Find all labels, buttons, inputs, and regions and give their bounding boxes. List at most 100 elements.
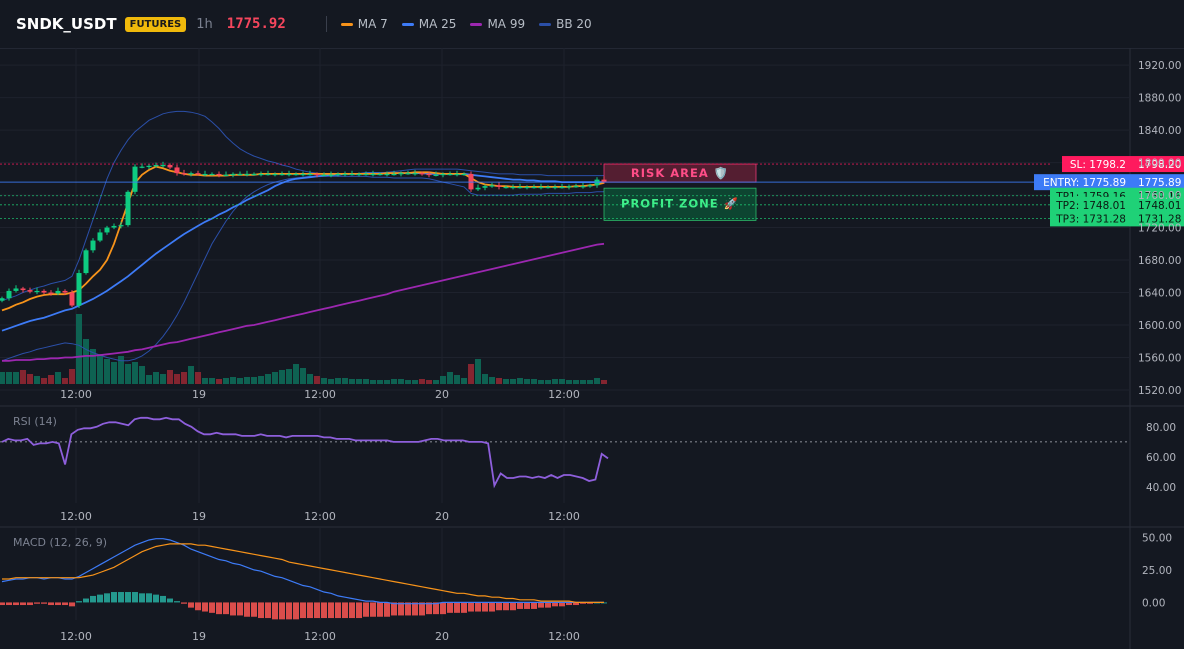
legend-ma25[interactable]: MA 25 bbox=[401, 17, 456, 31]
volume-bar bbox=[0, 372, 5, 384]
bb-upper-line bbox=[1, 110, 604, 302]
volume-bar bbox=[538, 380, 544, 384]
candle-body bbox=[265, 173, 271, 176]
candle-body bbox=[111, 225, 117, 228]
macd-histogram-bar bbox=[307, 602, 313, 619]
candle-body bbox=[167, 165, 173, 168]
level-label-bg-0 bbox=[1062, 156, 1130, 173]
candle-body bbox=[160, 165, 166, 167]
candle-body bbox=[321, 174, 327, 176]
macd-histogram-bar bbox=[0, 602, 5, 606]
volume-bar bbox=[587, 380, 593, 384]
macd-histogram-bar bbox=[356, 602, 362, 619]
volume-bar bbox=[405, 380, 411, 384]
level-price-bg-1 bbox=[1130, 174, 1184, 191]
legend-bb20[interactable]: BB 20 bbox=[539, 17, 592, 31]
candle-body bbox=[363, 173, 369, 176]
volume-bar bbox=[328, 379, 334, 384]
candle-body bbox=[601, 179, 607, 183]
candle-body bbox=[412, 173, 418, 175]
volume-bar bbox=[104, 359, 110, 384]
volume-bar bbox=[265, 374, 271, 384]
macd-histogram-bar bbox=[6, 602, 12, 606]
candle-body bbox=[580, 186, 586, 188]
candle-body bbox=[531, 186, 537, 189]
volume-bar bbox=[503, 379, 509, 384]
time-tick-label: 12:00 bbox=[304, 510, 336, 523]
volume-bar bbox=[244, 377, 250, 384]
macd-histogram-bar bbox=[419, 602, 425, 616]
volume-bar bbox=[524, 379, 530, 384]
macd-histogram-bar bbox=[454, 602, 460, 613]
bb20-swatch bbox=[539, 22, 552, 26]
macd-histogram-bar bbox=[545, 602, 551, 608]
candle-body bbox=[97, 232, 103, 241]
time-axis[interactable]: 12:00 19 12:00 20 12:00 12:00 19 12:00 20 12:00 12… bbox=[60, 388, 580, 643]
macd-histogram-bar bbox=[111, 592, 117, 603]
candle-body bbox=[538, 186, 544, 189]
candle-body bbox=[384, 173, 390, 176]
candle-body bbox=[0, 298, 5, 301]
candle-body bbox=[258, 173, 264, 176]
macd-histogram-bar bbox=[125, 592, 131, 603]
candle-body bbox=[90, 240, 96, 251]
candle-body bbox=[503, 186, 509, 189]
time-tick-label: 12:00 bbox=[304, 388, 336, 401]
price-tick-label: 1680.00 bbox=[1138, 255, 1181, 267]
macd-histogram-bar bbox=[55, 602, 61, 606]
timeframe-selector[interactable]: 1h bbox=[196, 16, 213, 32]
time-tick-label: 12:00 bbox=[304, 630, 336, 643]
candle-body bbox=[188, 173, 194, 175]
price-tick-label: 1760.00 bbox=[1138, 190, 1181, 202]
level-label-bg-4 bbox=[1050, 210, 1130, 227]
price-tick-label: 1880.00 bbox=[1138, 93, 1181, 105]
candle-body bbox=[216, 173, 222, 176]
symbol-title[interactable]: SNDK_USDT bbox=[16, 15, 117, 33]
candle-body bbox=[510, 186, 516, 189]
profit-zone-label: PROFIT ZONE 🚀 bbox=[621, 196, 739, 210]
time-tick-label: 12:00 bbox=[548, 510, 580, 523]
candle-body bbox=[447, 173, 453, 176]
candle-body bbox=[496, 185, 502, 187]
profit-zone bbox=[603, 187, 757, 221]
candle-body bbox=[314, 173, 320, 176]
level-price-bg-0 bbox=[1130, 156, 1184, 173]
macd-histogram-bar bbox=[160, 595, 166, 603]
price-tick-label: 1560.00 bbox=[1138, 353, 1181, 365]
level-label-bg-1 bbox=[1034, 174, 1130, 191]
macd-histogram-bar bbox=[538, 602, 544, 608]
level-price-1: 1775.89 bbox=[1138, 177, 1181, 189]
volume-bar bbox=[580, 380, 586, 384]
volume-bar bbox=[566, 380, 572, 384]
volume-bar bbox=[349, 379, 355, 384]
macd-histogram-bar bbox=[587, 602, 593, 604]
legend-ma7[interactable]: MA 7 bbox=[340, 17, 388, 31]
macd-histogram-bar bbox=[370, 602, 376, 617]
level-price-4: 1731.28 bbox=[1138, 213, 1181, 225]
macd-histogram-bar bbox=[188, 602, 194, 608]
macd-histogram-bar bbox=[132, 592, 138, 603]
candle-body bbox=[461, 173, 467, 176]
macd-histogram-bar bbox=[76, 601, 82, 603]
futures-badge: FUTURES bbox=[124, 16, 187, 32]
candle-body bbox=[272, 173, 278, 176]
volume-bar bbox=[370, 380, 376, 384]
candle-body bbox=[517, 186, 523, 189]
volume-bar bbox=[517, 378, 523, 384]
macd-histogram-bar bbox=[447, 602, 453, 613]
legend-ma99[interactable]: MA 99 bbox=[470, 17, 525, 31]
candle-body bbox=[356, 173, 362, 176]
candle-body bbox=[153, 165, 159, 167]
candle-body bbox=[573, 186, 579, 188]
candle-body bbox=[195, 173, 201, 175]
price-axis[interactable]: 1520.00 1560.00 1600.00 1640.00 1680.00 1720.… bbox=[1138, 60, 1181, 397]
volume-bar bbox=[482, 374, 488, 384]
macd-histogram-bar bbox=[559, 602, 565, 607]
macd-histogram-bar bbox=[335, 602, 341, 619]
macd-histogram-bar bbox=[349, 602, 355, 619]
macd-histogram-bar bbox=[139, 593, 145, 603]
macd-histogram-bar bbox=[412, 602, 418, 616]
macd-histogram-bar bbox=[209, 602, 215, 613]
volume-bar bbox=[202, 378, 208, 384]
